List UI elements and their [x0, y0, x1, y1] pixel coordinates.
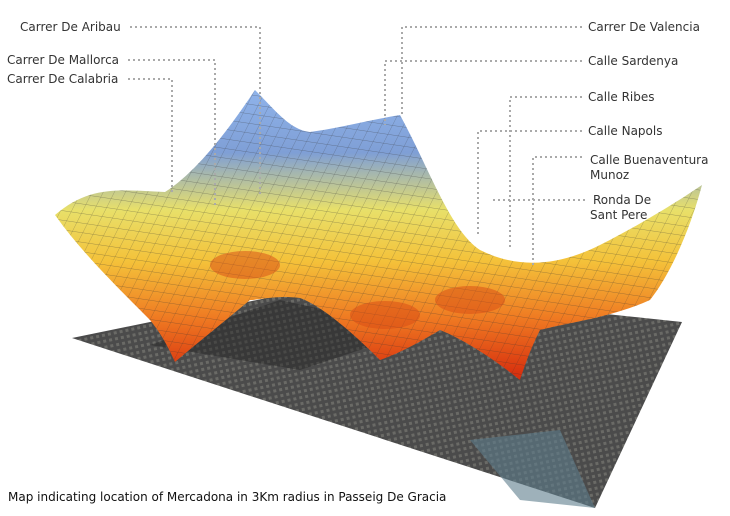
street-label: Carrer De Mallorca — [7, 53, 119, 67]
heat-surface — [55, 90, 702, 380]
street-label: Calle Sardenya — [588, 54, 678, 68]
street-label: Carrer De Aribau — [20, 20, 121, 34]
street-label: Calle Ribes — [588, 90, 655, 104]
street-label: Munoz — [590, 168, 629, 182]
caption: Map indicating location of Mercadona in … — [8, 490, 446, 504]
street-label: Calle Buenaventura — [590, 153, 708, 167]
street-label: Ronda De — [593, 193, 651, 207]
map-sea — [470, 430, 595, 508]
leader-lines — [128, 26, 585, 265]
street-label: Sant Pere — [590, 208, 647, 222]
labels: Carrer De Aribau Carrer De Mallorca Carr… — [7, 20, 708, 222]
street-label: Calle Napols — [588, 124, 662, 138]
street-label: Carrer De Calabria — [7, 72, 118, 86]
street-label: Carrer De Valencia — [588, 20, 700, 34]
